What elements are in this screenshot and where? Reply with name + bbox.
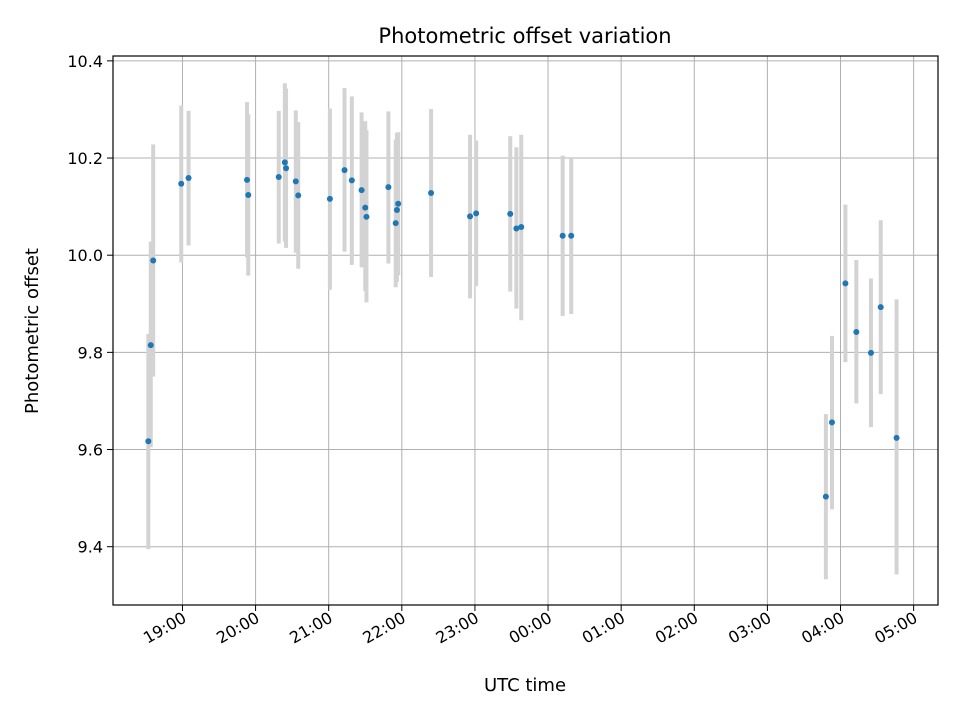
data-points	[145, 159, 900, 500]
data-point	[362, 204, 369, 211]
data-point	[178, 180, 185, 187]
data-point	[326, 195, 333, 202]
data-point	[185, 174, 192, 181]
data-point	[275, 173, 282, 180]
data-point	[393, 207, 400, 214]
data-point	[392, 220, 399, 227]
y-axis-label: Photometric offset	[22, 248, 43, 414]
data-point	[395, 200, 402, 207]
data-point	[245, 191, 252, 198]
data-point	[348, 177, 355, 184]
data-point	[467, 213, 474, 220]
plot-frame	[112, 55, 939, 606]
data-point	[842, 280, 849, 287]
y-tick-label: 10.4	[67, 52, 103, 71]
data-point	[559, 232, 566, 239]
grid-lines	[113, 56, 938, 605]
data-point	[893, 434, 900, 441]
data-point	[877, 304, 884, 311]
data-point	[828, 419, 835, 426]
data-point	[822, 493, 829, 500]
data-point	[568, 232, 575, 239]
chart-title: Photometric offset variation	[378, 24, 671, 48]
data-point	[428, 190, 435, 197]
data-point	[281, 159, 288, 166]
data-point	[145, 438, 152, 445]
y-tick-label: 9.6	[78, 441, 103, 460]
data-point	[507, 210, 514, 217]
data-point	[513, 225, 520, 232]
data-point	[385, 184, 392, 191]
data-point	[341, 167, 348, 174]
y-tick-label: 9.8	[78, 343, 103, 362]
data-point	[867, 349, 874, 356]
y-tick-label: 10.0	[67, 246, 103, 265]
data-point	[473, 210, 480, 217]
data-point	[292, 178, 299, 185]
data-point	[518, 224, 525, 231]
y-tick-label: 10.2	[67, 149, 103, 168]
x-axis-label: UTC time	[484, 675, 566, 696]
data-point	[147, 342, 154, 349]
y-tick-label: 9.4	[78, 538, 103, 557]
data-point	[244, 176, 251, 183]
data-point	[283, 165, 290, 172]
data-point	[363, 213, 370, 220]
data-point	[358, 187, 365, 194]
data-point	[150, 257, 157, 264]
y-axis-ticks: 9.4 9.6 9.8 10.0 10.2 10.4	[67, 52, 113, 557]
data-point	[295, 192, 302, 199]
data-point	[853, 328, 860, 335]
